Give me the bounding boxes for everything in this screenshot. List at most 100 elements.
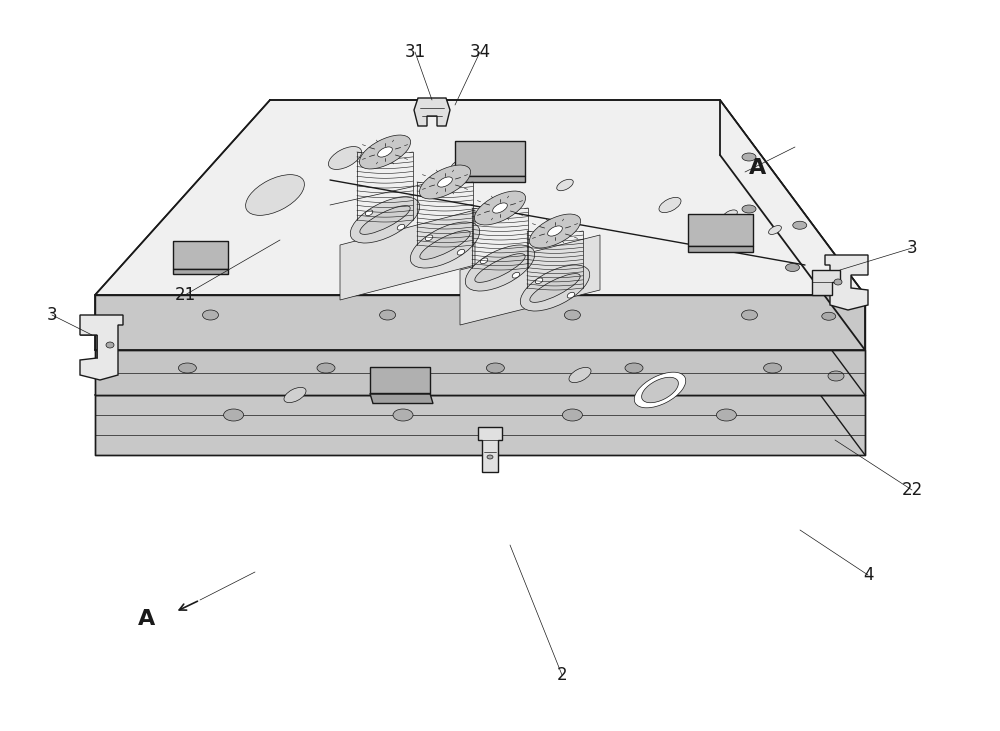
Ellipse shape bbox=[420, 230, 470, 260]
Polygon shape bbox=[173, 241, 228, 269]
Polygon shape bbox=[370, 366, 430, 393]
Polygon shape bbox=[455, 140, 525, 175]
Ellipse shape bbox=[716, 409, 736, 421]
Ellipse shape bbox=[828, 371, 844, 381]
Ellipse shape bbox=[659, 197, 681, 213]
Text: A: A bbox=[138, 609, 156, 629]
Ellipse shape bbox=[246, 175, 304, 216]
Ellipse shape bbox=[202, 310, 218, 320]
Ellipse shape bbox=[625, 363, 643, 373]
Polygon shape bbox=[688, 213, 753, 246]
Polygon shape bbox=[95, 100, 865, 295]
Ellipse shape bbox=[365, 210, 373, 216]
Ellipse shape bbox=[567, 278, 575, 284]
Ellipse shape bbox=[359, 135, 411, 169]
Text: 4: 4 bbox=[863, 566, 873, 584]
Ellipse shape bbox=[642, 377, 678, 403]
Ellipse shape bbox=[419, 165, 471, 199]
Ellipse shape bbox=[350, 197, 420, 243]
Ellipse shape bbox=[378, 147, 392, 157]
Text: A: A bbox=[749, 158, 767, 178]
Polygon shape bbox=[812, 270, 840, 295]
Ellipse shape bbox=[569, 368, 591, 382]
Ellipse shape bbox=[365, 224, 373, 230]
Polygon shape bbox=[370, 393, 433, 404]
Ellipse shape bbox=[793, 221, 807, 230]
Ellipse shape bbox=[451, 159, 469, 171]
Ellipse shape bbox=[557, 179, 573, 191]
Ellipse shape bbox=[397, 210, 405, 216]
Ellipse shape bbox=[535, 292, 543, 298]
Text: 21: 21 bbox=[174, 286, 196, 304]
Ellipse shape bbox=[567, 292, 575, 298]
Ellipse shape bbox=[457, 235, 465, 240]
Polygon shape bbox=[414, 98, 450, 126]
Ellipse shape bbox=[520, 265, 590, 311]
Ellipse shape bbox=[829, 270, 843, 278]
Polygon shape bbox=[460, 235, 600, 325]
Ellipse shape bbox=[723, 210, 737, 220]
Ellipse shape bbox=[634, 372, 686, 408]
Polygon shape bbox=[95, 395, 865, 455]
Ellipse shape bbox=[487, 455, 493, 459]
Ellipse shape bbox=[480, 258, 488, 264]
Polygon shape bbox=[95, 350, 865, 395]
Ellipse shape bbox=[465, 245, 535, 291]
Polygon shape bbox=[478, 427, 502, 472]
Ellipse shape bbox=[535, 278, 543, 284]
Ellipse shape bbox=[769, 226, 781, 235]
Polygon shape bbox=[95, 155, 865, 350]
Ellipse shape bbox=[178, 363, 196, 373]
Ellipse shape bbox=[475, 254, 525, 282]
Polygon shape bbox=[95, 200, 865, 395]
Ellipse shape bbox=[493, 203, 507, 213]
Polygon shape bbox=[825, 255, 868, 310]
Ellipse shape bbox=[393, 409, 413, 421]
Ellipse shape bbox=[548, 226, 562, 236]
Polygon shape bbox=[455, 175, 525, 181]
Ellipse shape bbox=[512, 273, 520, 278]
Ellipse shape bbox=[397, 224, 405, 230]
Text: 22: 22 bbox=[901, 481, 923, 499]
Ellipse shape bbox=[328, 146, 362, 170]
Text: 3: 3 bbox=[907, 239, 917, 257]
Text: 34: 34 bbox=[469, 43, 491, 61]
Text: 2: 2 bbox=[557, 666, 567, 684]
Ellipse shape bbox=[410, 222, 480, 268]
Ellipse shape bbox=[529, 214, 581, 248]
Ellipse shape bbox=[360, 205, 410, 235]
Ellipse shape bbox=[530, 273, 580, 303]
Ellipse shape bbox=[425, 249, 433, 255]
Ellipse shape bbox=[317, 363, 335, 373]
Ellipse shape bbox=[224, 409, 244, 421]
Ellipse shape bbox=[284, 387, 306, 403]
Ellipse shape bbox=[834, 279, 842, 285]
Ellipse shape bbox=[764, 363, 782, 373]
Text: 31: 31 bbox=[404, 43, 426, 61]
Polygon shape bbox=[688, 246, 753, 252]
Ellipse shape bbox=[512, 258, 520, 264]
Polygon shape bbox=[173, 269, 228, 273]
Ellipse shape bbox=[106, 342, 114, 348]
Ellipse shape bbox=[562, 409, 582, 421]
Ellipse shape bbox=[425, 235, 433, 240]
Text: 3: 3 bbox=[47, 306, 57, 324]
Ellipse shape bbox=[438, 177, 452, 187]
Ellipse shape bbox=[822, 312, 836, 320]
Ellipse shape bbox=[784, 312, 800, 322]
Ellipse shape bbox=[742, 310, 758, 320]
Ellipse shape bbox=[564, 310, 580, 320]
Ellipse shape bbox=[742, 205, 756, 213]
Ellipse shape bbox=[457, 249, 465, 255]
Polygon shape bbox=[340, 210, 475, 300]
Polygon shape bbox=[720, 155, 865, 395]
Ellipse shape bbox=[742, 153, 756, 161]
Polygon shape bbox=[720, 100, 865, 350]
Polygon shape bbox=[95, 295, 865, 350]
Polygon shape bbox=[720, 200, 865, 455]
Ellipse shape bbox=[486, 363, 504, 373]
Ellipse shape bbox=[786, 263, 800, 271]
Ellipse shape bbox=[741, 254, 757, 264]
Ellipse shape bbox=[474, 191, 526, 225]
Ellipse shape bbox=[380, 310, 396, 320]
